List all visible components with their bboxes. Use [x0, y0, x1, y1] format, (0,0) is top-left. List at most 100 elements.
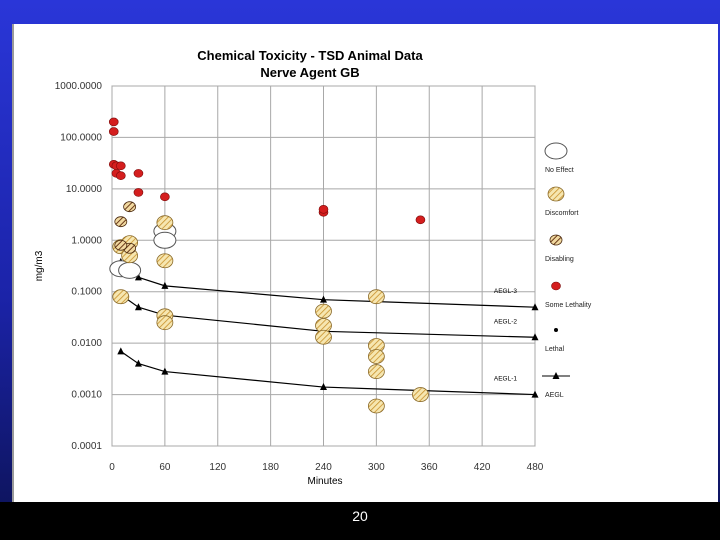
lethal-marker	[554, 328, 558, 332]
discomfort-marker	[367, 364, 385, 379]
data-point	[156, 215, 174, 231]
page-number: 20	[352, 508, 368, 524]
data-point	[118, 261, 142, 279]
x-axis-label: Minutes	[307, 476, 342, 487]
some-lethality-marker	[551, 281, 561, 291]
disabling-marker	[114, 239, 128, 251]
no-effect-marker	[153, 231, 177, 249]
some-lethality-marker	[108, 117, 119, 127]
legend-label: Some Lethality	[545, 302, 592, 309]
some-lethality-marker	[116, 161, 126, 171]
disabling-marker	[114, 216, 128, 228]
data-point	[133, 169, 144, 178]
y-tick-label: 0.0100	[71, 338, 102, 349]
legend-marker	[549, 234, 563, 246]
data-point	[160, 192, 170, 202]
series-discomfort	[112, 215, 429, 414]
data-points	[108, 117, 429, 414]
discomfort-marker	[156, 215, 174, 231]
legend-label: No Effect	[545, 167, 574, 174]
aegl-point	[134, 359, 142, 367]
x-tick-label: 360	[421, 462, 438, 473]
legend-label: Lethal	[545, 346, 565, 353]
discomfort-marker	[367, 289, 385, 305]
x-tick-label: 120	[209, 462, 226, 473]
aegl-point	[134, 273, 142, 281]
y-tick-label: 0.1000	[71, 287, 102, 298]
aegl-point	[320, 383, 327, 391]
y-tick-label: 10.0000	[66, 184, 103, 195]
discomfort-marker	[315, 303, 332, 319]
data-point	[114, 239, 128, 251]
y-tick-label: 0.0010	[71, 390, 102, 401]
legend-item-no-effect: No Effect	[544, 142, 574, 174]
disabling-marker	[123, 201, 137, 213]
aegl-line	[120, 350, 536, 396]
legend-marker	[544, 142, 568, 160]
data-point	[415, 215, 426, 225]
aegl-point	[320, 295, 327, 303]
legend-marker	[551, 281, 561, 291]
legend-marker	[554, 328, 558, 332]
chart-title: Chemical Toxicity - TSD Animal Data	[197, 48, 423, 63]
data-point	[123, 201, 137, 213]
discomfort-marker	[156, 253, 174, 269]
legend-marker	[542, 372, 570, 379]
legend-item-some-lethality: Some Lethality	[545, 281, 592, 309]
aegl-line-label: AEGL-3	[494, 288, 518, 295]
bottom-bar	[0, 502, 720, 540]
legend-item-lethal: Lethal	[545, 328, 565, 353]
legend-marker	[547, 186, 565, 202]
disabling-marker	[549, 234, 563, 246]
data-point	[116, 161, 126, 171]
y-axis-label: mg/m3	[34, 250, 45, 281]
y-tick-label: 1000.0000	[55, 81, 103, 92]
aegl-series: AEGL-1	[117, 347, 539, 398]
some-lethality-marker	[116, 171, 126, 181]
aegl-point	[161, 367, 169, 375]
aegl-triangle-marker	[552, 372, 560, 379]
data-point	[114, 216, 128, 228]
no-effect-marker	[544, 142, 568, 160]
legend-item-aegl: AEGL	[542, 372, 570, 399]
data-point	[367, 289, 385, 305]
discomfort-marker	[315, 329, 332, 345]
discomfort-marker	[367, 398, 385, 414]
aegl-point	[161, 281, 169, 289]
discomfort-marker	[547, 186, 565, 202]
aegl-line-label: AEGL-1	[494, 376, 518, 383]
data-point	[367, 398, 385, 414]
data-point	[156, 315, 174, 331]
data-point	[156, 253, 174, 269]
data-point	[367, 364, 385, 379]
some-lethality-marker	[133, 188, 144, 197]
some-lethality-marker	[415, 215, 426, 225]
discomfort-marker	[156, 315, 174, 331]
legend-item-disabling: Disabling	[545, 234, 574, 263]
discomfort-marker	[112, 289, 130, 305]
some-lethality-marker	[160, 192, 170, 202]
x-tick-label: 240	[315, 462, 332, 473]
aegl-point	[134, 303, 142, 311]
no-effect-marker	[118, 261, 142, 279]
data-point	[112, 289, 130, 305]
chart-subtitle: Nerve Agent GB	[260, 65, 359, 80]
x-tick-label: 180	[262, 462, 279, 473]
series-some-lethality	[108, 117, 426, 225]
x-tick-label: 300	[368, 462, 385, 473]
some-lethality-marker	[318, 205, 329, 214]
series-disabling	[114, 201, 137, 254]
data-point	[315, 329, 332, 345]
discomfort-marker	[412, 387, 429, 402]
aegl-point	[117, 347, 125, 355]
data-point	[116, 171, 126, 181]
y-tick-label: 100.0000	[60, 132, 102, 143]
some-lethality-marker	[133, 169, 144, 178]
x-axis-ticks: 0 60 120 180 240 300 360 420 480	[109, 462, 544, 473]
aegl-point	[531, 333, 539, 341]
data-point	[367, 349, 385, 364]
chart-legend: No Effect Discomfort Disabling Some Lethali…	[542, 142, 592, 399]
data-point	[412, 387, 429, 402]
